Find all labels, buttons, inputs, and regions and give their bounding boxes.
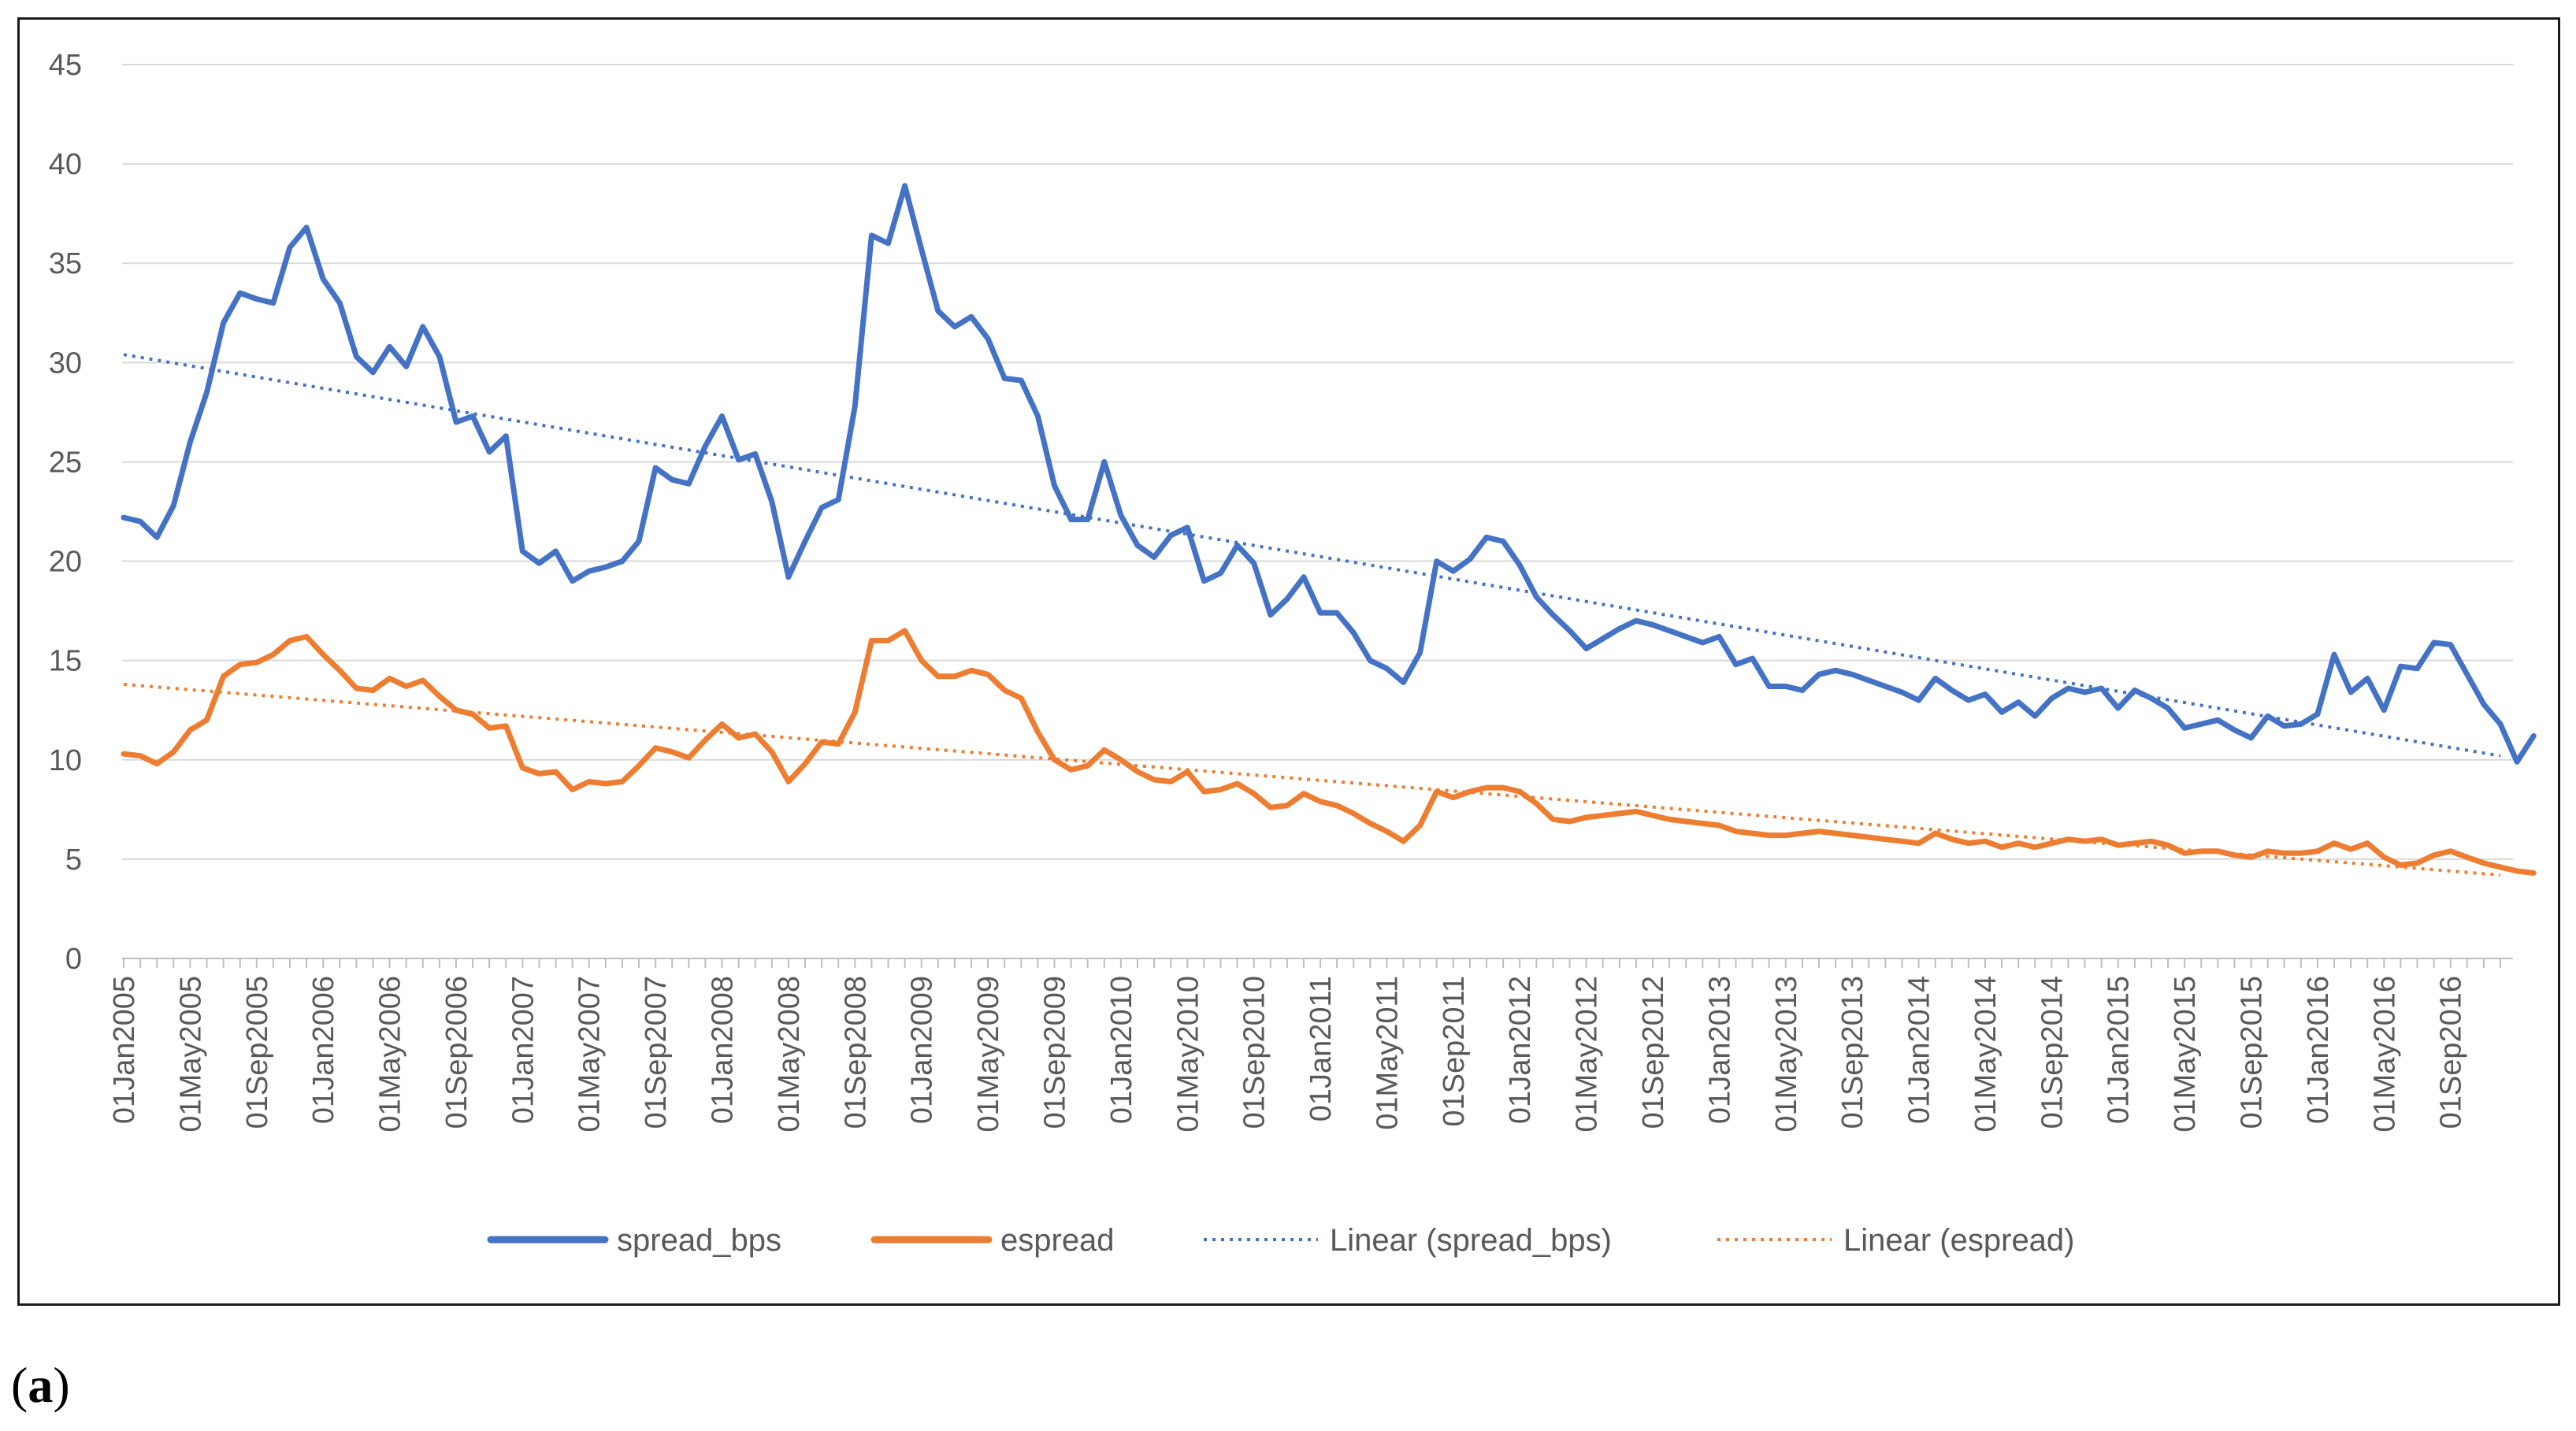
chart-frame [17, 17, 2560, 1306]
x-tick-label: 01Jan2014 [1903, 976, 1936, 1124]
x-tick-label: 01Sep2013 [1836, 976, 1869, 1129]
panel-label-letter: a [28, 1357, 54, 1413]
x-tick-label: 01May2013 [1770, 976, 1803, 1133]
x-tick-label: 01Sep2016 [2435, 976, 2468, 1129]
series-line-spread-bps [121, 183, 2537, 765]
x-tick-label: 01May2016 [2368, 976, 2401, 1133]
y-tick-label: 20 [49, 546, 82, 579]
x-tick-label: 01May2012 [1571, 976, 1604, 1133]
x-tick-label: 01May2011 [1371, 976, 1404, 1130]
x-tick-label: 01Sep2006 [440, 976, 473, 1129]
x-tick-label: 01Sep2011 [1438, 976, 1471, 1127]
legend-label-linear-espread: Linear (espread) [1843, 1223, 2075, 1258]
x-tick-label: 01Jan2011 [1305, 976, 1338, 1121]
x-tick-label: 01May2005 [174, 976, 207, 1133]
x-tick-label: 01Sep2010 [1238, 976, 1271, 1129]
legend-label-linear-spread-bps: Linear (spread_bps) [1330, 1223, 1612, 1258]
x-tick-label: 01Sep2009 [1038, 976, 1071, 1129]
x-tick-label: 01Jan2012 [1504, 976, 1537, 1124]
y-tick-label: 0 [65, 943, 82, 976]
panel-label-close: ) [53, 1357, 70, 1413]
y-tick-label: 5 [65, 843, 82, 877]
legend-label-spread-bps: spread_bps [617, 1223, 781, 1258]
x-tick-label: 01Jan2009 [906, 976, 939, 1124]
y-tick-label: 25 [49, 446, 82, 479]
x-tick-label: 01May2006 [374, 976, 407, 1133]
y-tick-label: 40 [49, 148, 82, 181]
y-tick-label: 30 [49, 347, 82, 380]
x-tick-label: 01Sep2014 [2036, 976, 2069, 1129]
x-tick-label: 01May2010 [1171, 976, 1204, 1133]
x-tick-label: 01Jan2005 [108, 976, 141, 1124]
series-line-espread [121, 628, 2537, 876]
x-tick-label: 01Jan2006 [307, 976, 340, 1124]
x-tick-label: 01May2008 [773, 976, 806, 1133]
trendline-linear-espread [123, 682, 2501, 877]
panel-label: (a) [11, 1356, 70, 1414]
x-tick-label: 01Jan2008 [707, 976, 740, 1124]
x-tick-label: 01Jan2013 [1703, 976, 1736, 1124]
y-tick-label: 45 [49, 49, 82, 82]
x-tick-label: 01Jan2010 [1105, 976, 1138, 1124]
panel-label-open: ( [11, 1357, 28, 1413]
x-tick-label: 01Jan2007 [507, 976, 540, 1124]
x-tick-label: 01May2009 [972, 976, 1005, 1133]
trendline-linear-spread-bps [123, 353, 2501, 758]
y-tick-label: 15 [49, 645, 82, 678]
x-tick-label: 01Sep2012 [1637, 976, 1670, 1129]
legend-label-espread: espread [1000, 1223, 1115, 1258]
x-tick-label: 01Sep2008 [839, 976, 872, 1129]
x-tick-label: 01Sep2007 [640, 976, 673, 1129]
x-tick-label: 01Sep2015 [2236, 976, 2269, 1129]
x-tick-label: 01May2014 [1969, 976, 2003, 1133]
x-tick-label: 01Jan2015 [2103, 976, 2136, 1124]
x-tick-label: 01Jan2016 [2302, 976, 2335, 1124]
y-tick-label: 10 [49, 744, 82, 777]
x-tick-label: 01May2007 [573, 976, 607, 1133]
x-tick-label: 01Sep2005 [241, 976, 274, 1129]
x-tick-label: 01May2015 [2169, 976, 2202, 1133]
y-tick-label: 35 [49, 247, 82, 280]
